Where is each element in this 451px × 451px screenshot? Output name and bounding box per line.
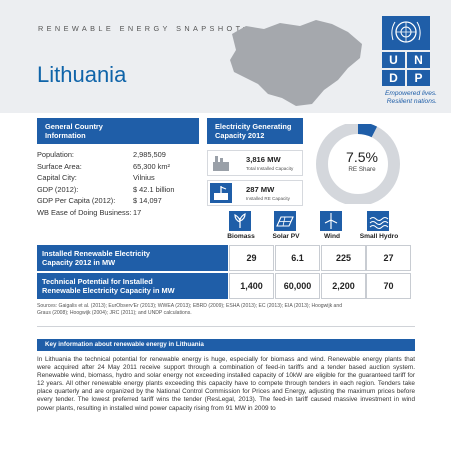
- table-row-heading-line-1: Installed Renewable Electricity: [42, 249, 151, 258]
- table-cell: 2,200: [321, 273, 366, 299]
- undp-logo: U N D P: [382, 16, 430, 86]
- header-band: [0, 0, 451, 113]
- general-info-heading-line-2: Information: [45, 131, 86, 140]
- un-emblem-icon: [382, 16, 430, 50]
- lithuania-map: [230, 20, 362, 106]
- logo-letter-n: N: [407, 52, 430, 68]
- tagline-line-1: Empowered lives.: [384, 90, 437, 97]
- general-info-label: GDP (2012):: [37, 184, 79, 194]
- capacity-heading-line-2: Capacity 2012: [215, 131, 265, 140]
- renewable-plant-icon: [210, 183, 232, 203]
- re-share-percent: 7.5%: [346, 149, 378, 165]
- tech-label-biomass: Biomass: [227, 233, 255, 240]
- lithuania-map-shape: [230, 20, 362, 106]
- key-info-paragraph: In Lithuania the technical potential for…: [37, 356, 415, 412]
- total-capacity-box: 3,816 MW Total Installed Capacity: [207, 150, 303, 176]
- re-capacity-label: Installed RE Capacity: [246, 196, 290, 201]
- general-info-value: 17: [133, 207, 142, 217]
- re-capacity-value: 287 MW: [246, 185, 275, 194]
- table-row-heading-line-2: Capacity 2012 in MW: [42, 258, 116, 267]
- total-capacity-label: Total Installed Capacity: [246, 166, 294, 171]
- re-share-label: RE Share: [348, 166, 376, 173]
- table-cell: 225: [321, 245, 366, 271]
- tech-label-small-hydro: Small Hydro: [359, 233, 399, 240]
- table-row-heading-line-1: Technical Potential for Installed: [42, 277, 153, 286]
- undp-tagline: Empowered lives. Resilient nations.: [357, 90, 437, 106]
- donut-re-arc: [357, 122, 378, 138]
- capacity-heading-line-1: Electricity Generating: [215, 122, 292, 131]
- table-row-heading: Technical Potential for Installed Renewab…: [37, 273, 228, 299]
- logo-letter-d: D: [382, 70, 405, 86]
- key-info-heading: Key information about renewable energy i…: [37, 339, 415, 351]
- general-info-value: 2,985,509: [133, 150, 166, 159]
- re-capacity-box: 287 MW Installed RE Capacity: [207, 180, 303, 206]
- sources-note: Sources: Gaigalis et al. (2013); EurObse…: [37, 303, 417, 317]
- solar-pv-icon: [274, 211, 296, 231]
- biomass-icon: [229, 211, 251, 231]
- general-info-heading: General Country Information: [37, 118, 199, 144]
- total-capacity-value: 3,816 MW: [246, 155, 281, 164]
- general-info-heading-line-1: General Country: [45, 122, 103, 131]
- table-cell: 27: [366, 245, 411, 271]
- general-info-value: $ 42.1 billion: [133, 184, 175, 194]
- table-cell: 6.1: [275, 245, 320, 271]
- general-info-label: WB Ease of Doing Business:: [37, 207, 132, 217]
- tech-label-solar-pv: Solar PV: [272, 233, 300, 240]
- logo-letter-u: U: [382, 52, 405, 68]
- re-share-donut: [298, 122, 418, 209]
- country-title: Lithuania: [37, 62, 127, 87]
- table-cell: 29: [229, 245, 274, 271]
- general-info-label: Surface Area:: [37, 161, 82, 171]
- wind-turbine-icon: [320, 211, 342, 231]
- general-info-value: $ 14,097: [133, 196, 162, 205]
- logo-letter-p: P: [407, 70, 430, 86]
- undp-letter-tiles: U N D P: [382, 52, 430, 86]
- tech-label-wind: Wind: [323, 233, 341, 240]
- section-divider: [37, 326, 415, 327]
- capacity-heading: Electricity Generating Capacity 2012: [207, 118, 303, 144]
- table-cell: 60,000: [275, 273, 320, 299]
- sources-line-2: Graus (2008); Hoogwijk (2004); JRC (2011…: [37, 310, 192, 316]
- snapshot-label: RENEWABLE ENERGY SNAPSHOT:: [38, 24, 249, 33]
- power-plant-icon: [213, 156, 229, 171]
- tagline-line-2: Resilient nations.: [386, 98, 437, 105]
- table-cell: 70: [366, 273, 411, 299]
- small-hydro-icon: [367, 211, 389, 231]
- general-info-label: Population:: [37, 150, 74, 159]
- table-row-heading: Installed Renewable Electricity Capacity …: [37, 245, 228, 271]
- general-info-label: Capital City:: [37, 173, 77, 182]
- sources-line-1: Sources: Gaigalis et al. (2013); EurObse…: [37, 303, 343, 309]
- table-cell: 1,400: [229, 273, 274, 299]
- general-info-value: Vilnius: [133, 173, 155, 182]
- general-info-label: GDP Per Capita (2012):: [37, 196, 116, 205]
- table-row-heading-line-2: Renewable Electricity Capacity in MW: [42, 286, 175, 295]
- general-info-value: 65,300 km²: [133, 161, 170, 171]
